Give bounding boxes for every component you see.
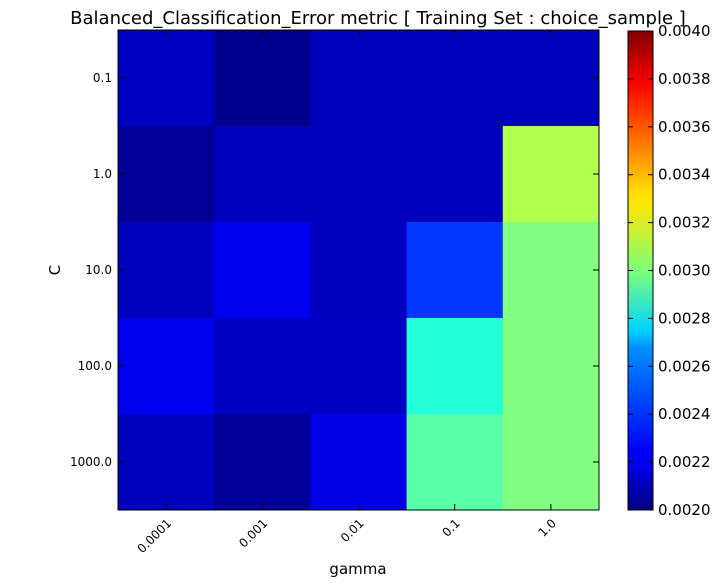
heatmap-cell: [310, 414, 408, 511]
heatmap-cell: [406, 222, 504, 319]
heatmap-cell: [310, 318, 408, 415]
heatmap-cell: [310, 222, 408, 319]
x-tick-label: 0.0001: [135, 516, 175, 556]
x-tick-label: 0.1: [439, 516, 462, 539]
heatmap-cell: [118, 126, 215, 223]
heatmap-cell: [214, 222, 311, 319]
x-axis-label: gamma: [329, 560, 386, 578]
heatmap-cell: [214, 30, 311, 127]
colorbar-tick-label: 0.0026: [658, 357, 711, 375]
x-tick-label: 0.01: [338, 516, 367, 545]
heatmap-cell: [406, 414, 504, 511]
heatmap-cell: [310, 126, 408, 223]
colorbar-ticks: 0.0020 0.0022 0.0024 0.0026 0.0028 0.0030 0.00…: [628, 22, 711, 519]
heatmap-cell: [502, 414, 600, 511]
colorbar-tick-label: 0.0020: [658, 501, 711, 519]
colorbar-tick-label: 0.0032: [658, 214, 711, 232]
heatmap-cells: [118, 30, 600, 511]
x-tick-label: 0.001: [236, 516, 270, 550]
y-tick-label: 100.0: [78, 359, 112, 373]
heatmap-cell: [118, 318, 215, 415]
heatmap-cell: [406, 126, 504, 223]
heatmap-cell: [214, 414, 311, 511]
heatmap-cell: [118, 414, 215, 511]
colorbar-tick-label: 0.0036: [658, 118, 711, 136]
heatmap-cell: [118, 30, 215, 127]
heatmap-cell: [502, 222, 600, 319]
y-tick-label: 1.0: [93, 167, 112, 181]
heatmap-cell: [406, 318, 504, 415]
heatmap-cell: [118, 222, 215, 319]
colorbar-tick-label: 0.0030: [658, 262, 711, 280]
heatmap-cell: [310, 30, 408, 127]
y-axis-label: C: [46, 265, 64, 275]
heatmap-cell: [502, 318, 600, 415]
chart-title: Balanced_Classification_Error metric [ T…: [70, 8, 686, 29]
heatmap-cell: [214, 126, 311, 223]
x-tick-label: 1.0: [536, 516, 559, 539]
heatmap-cell: [502, 30, 600, 127]
colorbar-tick-label: 0.0022: [658, 453, 711, 471]
y-tick-label: 1000.0: [70, 455, 112, 469]
colorbar-tick-label: 0.0028: [658, 309, 711, 327]
colorbar-tick-label: 0.0040: [658, 22, 711, 40]
colorbar-tick-label: 0.0024: [658, 405, 711, 423]
y-tick-label: 10.0: [85, 263, 112, 277]
y-tick-label: 0.1: [93, 71, 112, 85]
heatmap-cell: [502, 126, 600, 223]
colorbar-tick-label: 0.0034: [658, 166, 711, 184]
heatmap-cell: [406, 30, 504, 127]
heatmap-cell: [214, 318, 311, 415]
colorbar-tick-label: 0.0038: [658, 70, 711, 88]
